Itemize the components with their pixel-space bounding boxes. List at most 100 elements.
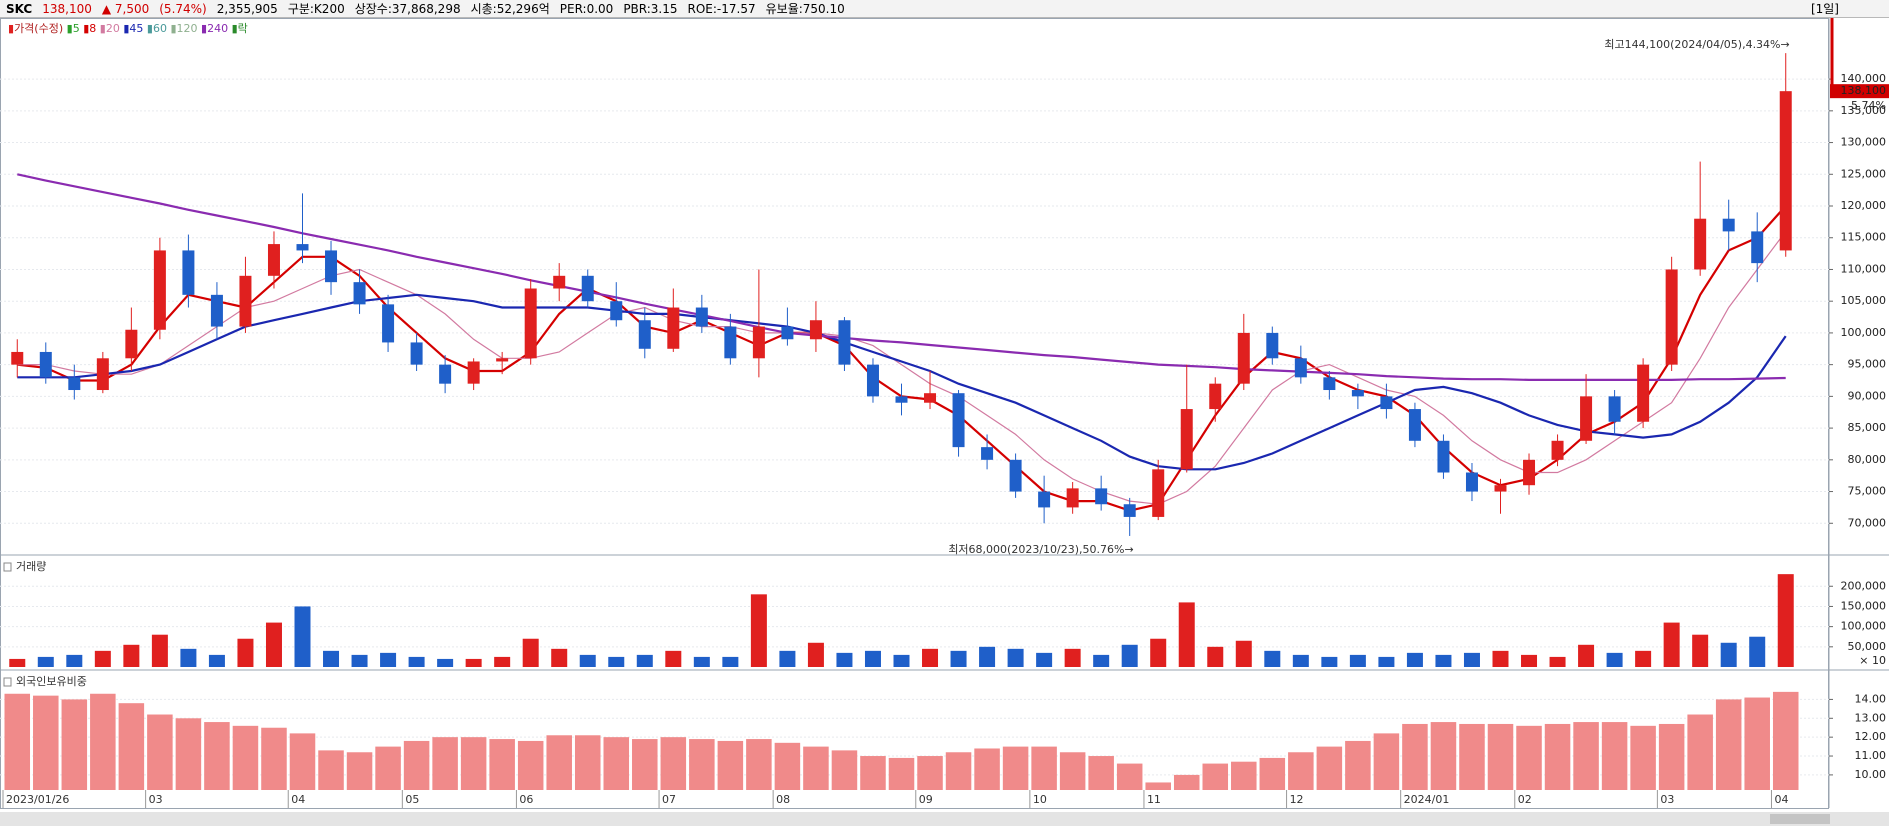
- candle-body: [1437, 440, 1450, 473]
- candle-body: [153, 250, 166, 330]
- candle-body: [667, 307, 680, 349]
- candle-body: [752, 326, 765, 359]
- scroll-thumb[interactable]: [1770, 814, 1830, 824]
- bar: [1549, 656, 1566, 667]
- bar: [546, 735, 572, 790]
- bar: [1435, 654, 1452, 667]
- bar: [860, 756, 886, 790]
- candle-body: [895, 396, 908, 403]
- legend-entry: 20: [106, 22, 120, 35]
- bar: [1345, 740, 1371, 790]
- candle-body: [1066, 488, 1079, 508]
- bar: [1288, 752, 1314, 790]
- bar: [1720, 642, 1737, 667]
- x-tick-label: 02: [1518, 793, 1532, 806]
- per: PER:0.00: [559, 2, 614, 16]
- bar: [945, 752, 972, 790]
- candle-body: [1751, 231, 1764, 264]
- scrollbar[interactable]: [0, 812, 1889, 826]
- candle-body: [410, 342, 423, 365]
- low-annotation: 최저68,000(2023/10/23),50.76%→: [948, 543, 1133, 556]
- y-tick-label: 115,000: [1841, 231, 1887, 244]
- bar: [1173, 774, 1200, 790]
- candle-body: [1465, 472, 1478, 492]
- x-tick-label: 03: [1660, 793, 1674, 806]
- y-tick-label: 200,000: [1841, 579, 1887, 592]
- bar: [323, 650, 340, 667]
- shares: 상장수:37,868,298: [354, 2, 461, 16]
- bar: [61, 699, 88, 790]
- candle-body: [210, 294, 223, 327]
- bar: [807, 642, 824, 667]
- candle-body: [1637, 364, 1650, 422]
- plot-frame: [0, 18, 1829, 809]
- x-tick-label: 11: [1147, 793, 1161, 806]
- bar: [1516, 725, 1542, 790]
- reserve: 유보율:750.10: [765, 2, 845, 16]
- bar: [979, 646, 996, 667]
- legend-entry: 락: [238, 22, 248, 35]
- bar: [1630, 725, 1656, 790]
- y-tick-label: 100,000: [1841, 326, 1887, 339]
- bar: [1116, 763, 1143, 790]
- bar: [66, 654, 83, 667]
- bar: [779, 650, 796, 667]
- y-tick-label: 11.00: [1855, 749, 1887, 762]
- bar: [437, 658, 454, 667]
- bar: [922, 648, 939, 667]
- period-button[interactable]: [1일]: [1810, 2, 1839, 16]
- bar: [665, 650, 682, 667]
- bar: [4, 693, 31, 790]
- candle-body: [96, 358, 109, 391]
- bar: [204, 722, 230, 790]
- candle-body: [1294, 358, 1307, 378]
- y-tick-label: 50,000: [1848, 640, 1887, 653]
- y-tick-label: 125,000: [1841, 167, 1887, 180]
- candle-body: [838, 320, 851, 365]
- bar: [1487, 723, 1514, 790]
- bar: [1231, 761, 1257, 790]
- candle-body: [239, 275, 252, 327]
- legend-entry: 240: [207, 22, 228, 35]
- bar: [1316, 746, 1343, 790]
- bar: [175, 718, 202, 790]
- bar: [94, 650, 111, 667]
- moving-average: [17, 173, 1786, 381]
- legend-marker: ▮: [198, 22, 208, 35]
- legend-entry: 5: [73, 22, 80, 35]
- candle-body: [182, 250, 195, 295]
- bar: [1606, 652, 1623, 667]
- bar: [1692, 634, 1709, 667]
- legend-marker: ▮: [8, 22, 14, 35]
- bar: [974, 748, 1000, 790]
- x-tick-label: 03: [149, 793, 163, 806]
- bar: [346, 752, 373, 790]
- y-tick-label: 135,000: [1841, 104, 1887, 117]
- candle-body: [1009, 459, 1022, 492]
- stock-name: SKC: [6, 2, 33, 16]
- bar: [90, 693, 116, 790]
- candle-body: [382, 304, 395, 343]
- bar: [1378, 656, 1395, 667]
- bar: [489, 739, 515, 790]
- bar: [717, 740, 744, 790]
- y-tick-label: 95,000: [1848, 358, 1887, 371]
- bar: [1406, 652, 1423, 667]
- candle-body: [952, 393, 965, 448]
- bar: [774, 742, 801, 790]
- x-tick-label: 06: [519, 793, 533, 806]
- candle-body: [695, 307, 708, 327]
- bar: [1635, 650, 1652, 667]
- candle-body: [1523, 459, 1536, 486]
- bar: [1521, 654, 1538, 667]
- bar: [517, 740, 544, 790]
- legend-marker: ▮: [96, 22, 106, 35]
- last-price-tag: [1830, 84, 1889, 99]
- bar: [375, 746, 401, 790]
- legend-marker: ▮: [80, 22, 90, 35]
- candle-body: [638, 320, 651, 349]
- y-tick-label: 70,000: [1848, 516, 1887, 529]
- bar: [1573, 722, 1599, 790]
- candle-body: [1694, 218, 1707, 270]
- x-tick-label: 2024/01: [1404, 793, 1450, 806]
